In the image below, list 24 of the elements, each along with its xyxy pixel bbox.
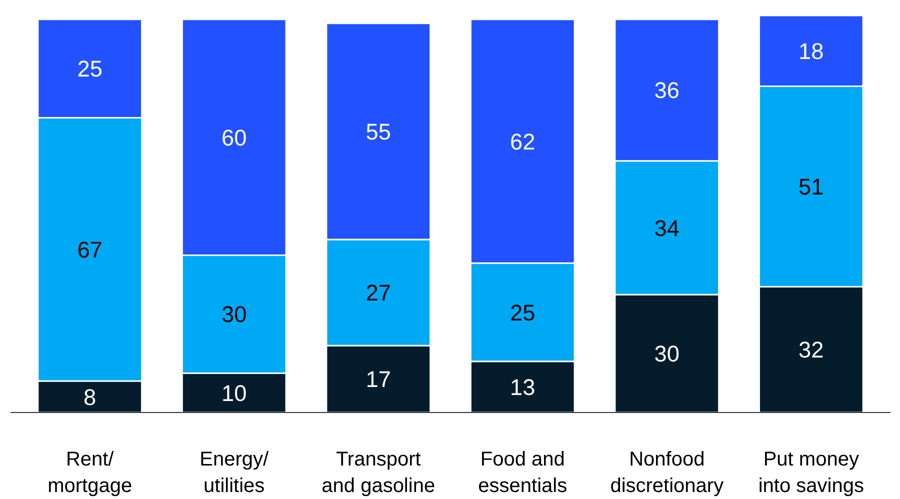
x-tick-label: Put money into savings	[758, 448, 864, 497]
data-label: 18	[798, 38, 824, 64]
data-label: 30	[654, 340, 680, 367]
x-tick-label: Nonfood discretionary	[610, 448, 724, 497]
data-label: 67	[77, 236, 102, 262]
data-label: 10	[222, 380, 247, 406]
data-label: 34	[654, 214, 680, 241]
data-label: 55	[366, 118, 391, 144]
data-label: 32	[798, 336, 824, 363]
data-label: 30	[222, 301, 247, 328]
data-label: 8	[84, 384, 96, 410]
data-label: 25	[77, 56, 102, 82]
data-label: 36	[654, 77, 680, 104]
data-label: 13	[510, 374, 536, 400]
x-tick-label: Food and essentials	[478, 448, 568, 497]
data-label: 17	[366, 366, 391, 392]
data-label: 62	[510, 128, 536, 154]
x-tick-label: Transport and gasoline	[322, 448, 436, 497]
x-tick-label: Energy/ utilities	[200, 448, 270, 497]
data-label: 60	[222, 124, 247, 150]
data-label: 27	[366, 280, 391, 306]
data-label: 51	[798, 173, 824, 200]
data-label: 25	[510, 299, 536, 326]
x-tick-label: Rent/ mortgage	[48, 448, 132, 497]
